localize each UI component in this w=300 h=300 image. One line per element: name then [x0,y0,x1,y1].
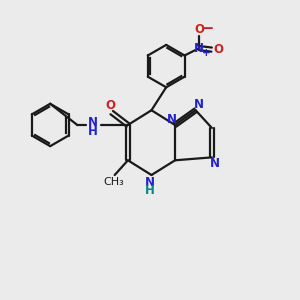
Text: H: H [145,184,155,197]
Text: N: N [145,176,155,189]
Text: O: O [194,23,204,36]
Text: O: O [213,43,223,56]
Text: N: N [194,42,204,55]
Text: +: + [201,48,210,59]
Text: −: − [201,21,214,36]
Text: N: N [88,116,98,128]
Text: N: N [194,98,204,111]
Text: N: N [210,157,220,170]
Text: H: H [88,125,98,138]
Text: O: O [105,99,115,112]
Text: CH₃: CH₃ [104,177,124,188]
Text: N: N [167,112,176,126]
